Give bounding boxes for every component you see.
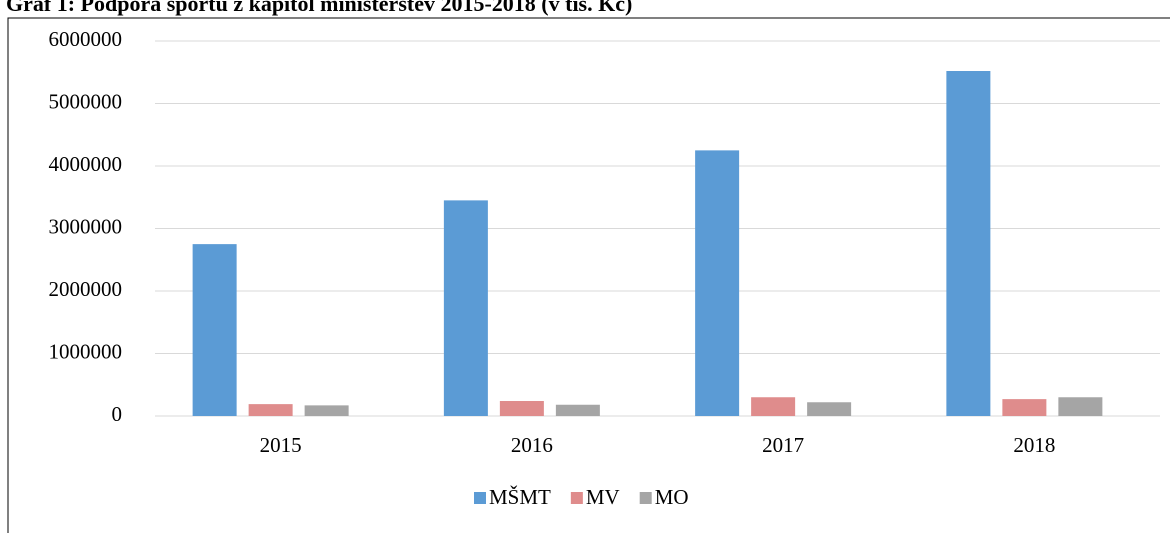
bar: [192, 244, 237, 416]
bar: [946, 71, 991, 416]
legend-label: MŠMT: [489, 485, 551, 509]
y-tick-label: 1000000: [49, 339, 123, 363]
y-tick-label: 0: [112, 402, 123, 426]
x-tick-label: 2017: [762, 433, 804, 457]
bar: [807, 402, 852, 416]
bar: [695, 150, 740, 416]
y-tick-label: 3000000: [49, 214, 123, 238]
y-tick-label: 2000000: [49, 277, 123, 301]
y-tick-label: 6000000: [49, 27, 123, 51]
legend-label: MV: [586, 485, 620, 509]
chart-title: Graf 1: Podpora sportu z kapitol ministe…: [6, 0, 632, 16]
x-tick-label: 2015: [260, 433, 302, 457]
x-tick-label: 2018: [1013, 433, 1055, 457]
y-tick-label: 5000000: [49, 89, 123, 113]
bar: [304, 405, 349, 416]
bar: [1058, 397, 1103, 416]
legend-swatch: [474, 492, 486, 504]
bar: [751, 397, 796, 416]
bar: [499, 401, 544, 416]
bar: [555, 404, 600, 416]
x-tick-label: 2016: [511, 433, 553, 457]
bar: [248, 404, 293, 416]
legend-swatch: [570, 492, 583, 504]
bar: [1002, 399, 1047, 416]
y-tick-label: 4000000: [49, 152, 123, 176]
bar: [443, 200, 488, 416]
legend-label: MO: [655, 485, 689, 509]
chart-frame: [7, 17, 1170, 538]
legend-swatch: [639, 492, 652, 504]
